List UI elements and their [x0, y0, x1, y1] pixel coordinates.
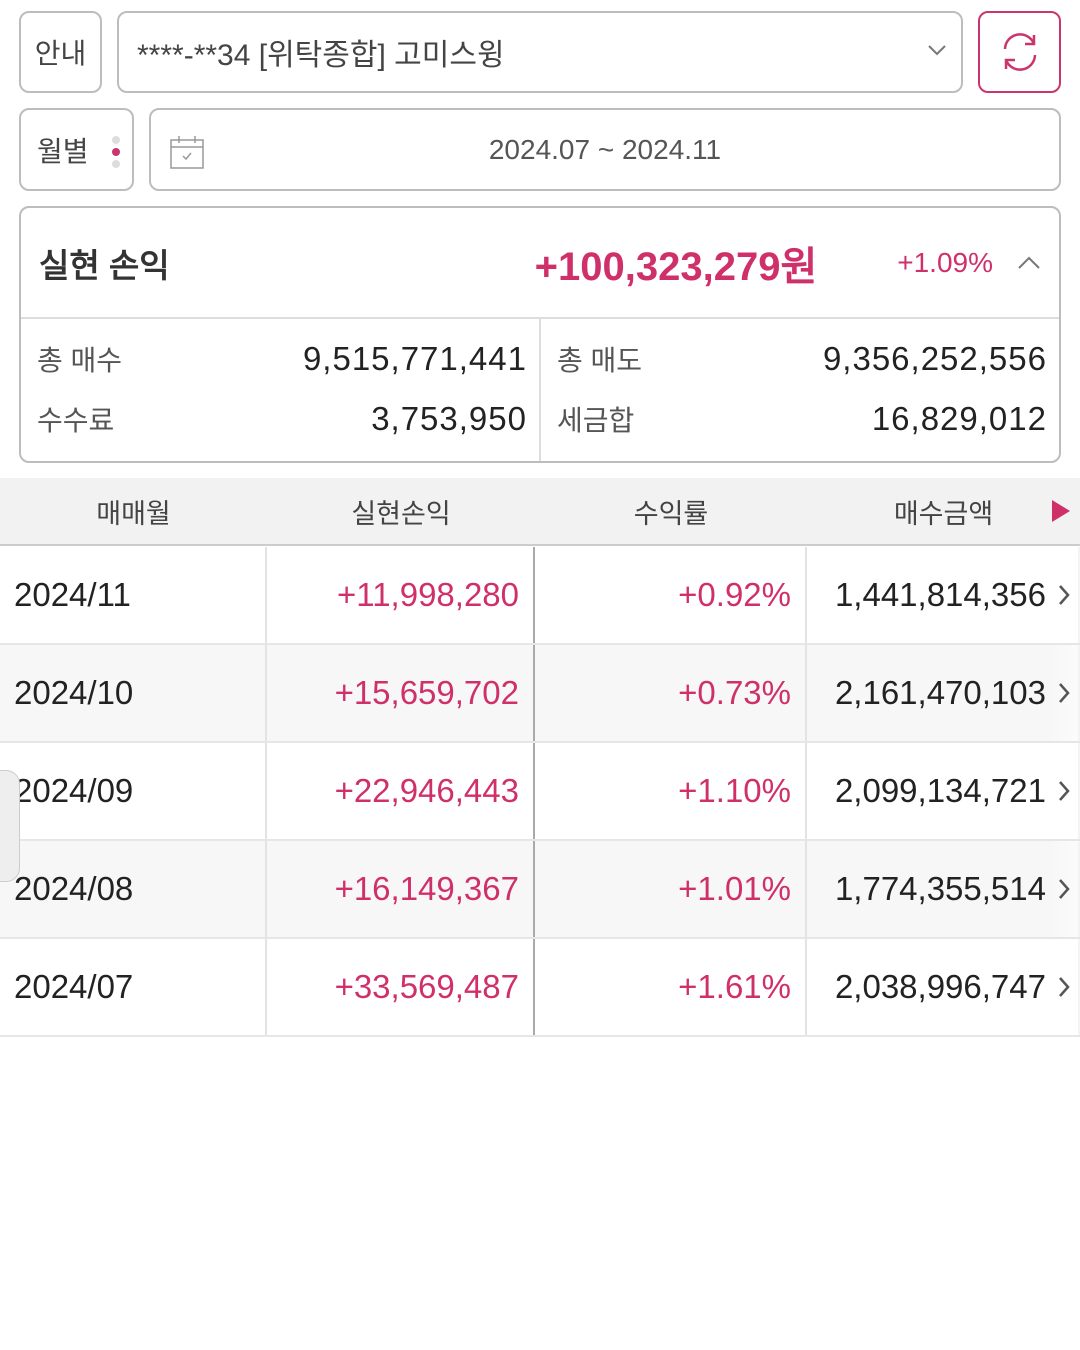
table-header: 매매월 실현손익 수익률 매수금액 — [0, 478, 1080, 546]
tax-value: 16,829,012 — [871, 400, 1047, 437]
fee-row: 수수료 3,753,950 — [37, 389, 527, 449]
info-button[interactable]: 안내 — [19, 11, 102, 93]
chevron-right-icon[interactable] — [1058, 682, 1070, 704]
total-sell-row: 총 매도 9,356,252,556 — [557, 329, 1047, 389]
account-label: ****-**34 [위탁종합] 고미스윙 — [137, 39, 505, 72]
tax-label: 세금합 — [557, 405, 635, 436]
header-profit: 실현손익 — [351, 498, 451, 529]
summary-title: 실현 손익 — [39, 246, 170, 284]
table-row[interactable]: 2024/07 +33,569,487 +1.61% 2,038,996,747 — [0, 939, 1080, 1037]
summary-header[interactable]: 실현 손익 +100,323,279원 +1.09% — [21, 208, 1059, 319]
fee-label: 수수료 — [37, 405, 115, 436]
fade-overlay — [1050, 547, 1080, 643]
buy-amount-cell: 1,774,355,514 — [807, 841, 1080, 937]
buy-amount-cell: 2,099,134,721 — [807, 743, 1080, 839]
rate-cell: +0.73% — [535, 645, 807, 741]
table-row[interactable]: 2024/11 +11,998,280 +0.92% 1,441,814,356 — [0, 547, 1080, 645]
table-row[interactable]: 2024/10 +15,659,702 +0.73% 2,161,470,103 — [0, 645, 1080, 743]
rate-cell: +1.61% — [535, 939, 807, 1035]
fade-overlay — [1050, 939, 1080, 1035]
profit-cell: +33,569,487 — [267, 939, 535, 1035]
month-cell: 2024/11 — [0, 547, 267, 643]
info-label: 안내 — [34, 38, 87, 69]
table-row[interactable]: 2024/09 +22,946,443 +1.10% 2,099,134,721 — [0, 743, 1080, 841]
refresh-button[interactable] — [978, 11, 1061, 93]
rate-cell: +0.92% — [535, 547, 807, 643]
total-buy-row: 총 매수 9,515,771,441 — [37, 329, 527, 389]
rate-cell: +1.10% — [535, 743, 807, 839]
monthly-table: 2024/11 +11,998,280 +0.92% 1,441,814,356 202… — [0, 547, 1080, 1037]
total-buy-label: 총 매수 — [37, 345, 123, 376]
total-sell-label: 총 매도 — [557, 345, 643, 376]
rate-cell: +1.01% — [535, 841, 807, 937]
buy-amount-cell: 2,161,470,103 — [807, 645, 1080, 741]
refresh-icon — [1003, 33, 1036, 71]
chevron-up-icon[interactable] — [1017, 255, 1041, 271]
header-buy-amount: 매수금액 — [893, 498, 994, 529]
fade-overlay — [1050, 645, 1080, 741]
header-rate: 수익률 — [633, 498, 709, 529]
side-drawer-handle[interactable] — [0, 770, 20, 882]
table-row[interactable]: 2024/08 +16,149,367 +1.01% 1,774,355,514 — [0, 841, 1080, 939]
chevron-right-icon[interactable] — [1058, 780, 1070, 802]
profit-cell: +11,998,280 — [267, 547, 535, 643]
fade-overlay — [1050, 841, 1080, 937]
scroll-right-arrow-icon[interactable] — [1052, 500, 1070, 522]
chevron-right-icon[interactable] — [1058, 976, 1070, 998]
account-select[interactable]: ****-**34 [위탁종합] 고미스윙 — [117, 11, 963, 93]
fee-value: 3,753,950 — [371, 400, 527, 437]
month-cell: 2024/09 — [0, 743, 267, 839]
header-month: 매매월 — [96, 498, 171, 529]
date-range-picker[interactable]: 2024.07 ~ 2024.11 — [149, 108, 1061, 191]
month-cell: 2024/08 — [0, 841, 267, 937]
calendar-icon — [170, 136, 204, 169]
more-dots-icon — [112, 136, 120, 168]
profit-cell: +15,659,702 — [267, 645, 535, 741]
month-cell: 2024/10 — [0, 645, 267, 741]
chevron-right-icon[interactable] — [1058, 584, 1070, 606]
chevron-right-icon[interactable] — [1058, 878, 1070, 900]
buy-amount-cell: 2,038,996,747 — [807, 939, 1080, 1035]
total-sell-value: 9,356,252,556 — [822, 340, 1047, 377]
tax-row: 세금합 16,829,012 — [557, 389, 1047, 449]
summary-rate: +1.09% — [897, 246, 993, 278]
month-cell: 2024/07 — [0, 939, 267, 1035]
total-buy-value: 9,515,771,441 — [302, 340, 527, 377]
realized-profit-summary: 실현 손익 +100,323,279원 +1.09% 총 매수 9,515,771… — [19, 206, 1061, 463]
profit-cell: +22,946,443 — [267, 743, 535, 839]
date-range-text: 2024.07 ~ 2024.11 — [488, 133, 722, 165]
fade-overlay — [1050, 743, 1080, 839]
buy-amount-cell: 1,441,814,356 — [807, 547, 1080, 643]
chevron-down-icon — [928, 45, 946, 56]
period-label: 월별 — [37, 135, 89, 167]
summary-value: +100,323,279원 — [534, 244, 818, 289]
profit-cell: +16,149,367 — [267, 841, 535, 937]
period-select[interactable]: 월별 — [19, 108, 134, 191]
